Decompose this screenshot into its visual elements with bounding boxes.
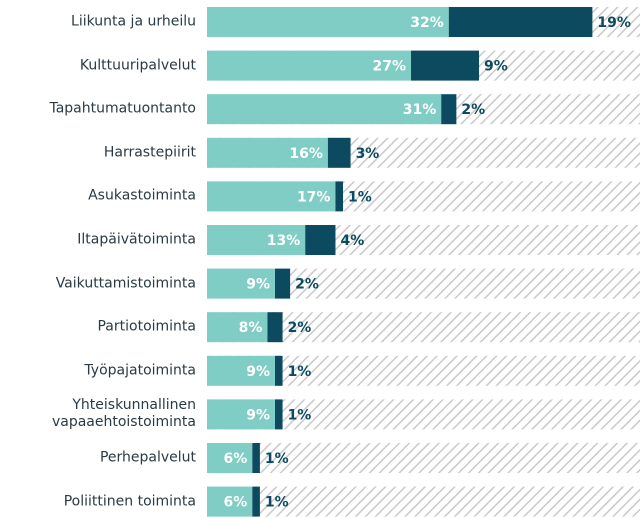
value-label: 1% [288, 364, 312, 380]
category-label: Tapahtumatuontanto [49, 100, 196, 117]
bar-segment [335, 181, 344, 212]
value-label: 9% [246, 277, 270, 293]
value-label: 27% [373, 59, 407, 75]
value-label: 31% [403, 102, 437, 118]
bar-segment [252, 443, 260, 473]
bar-segment [327, 137, 351, 168]
bar-background [207, 443, 640, 473]
category-label: Kulttuuripalvelut [79, 57, 196, 74]
value-label: 32% [410, 15, 444, 31]
value-label: 6% [224, 495, 248, 511]
bar-segment [275, 355, 283, 386]
bar-segment [207, 399, 276, 430]
value-label: 9% [246, 407, 270, 423]
category-label: Perhepalvelut [99, 449, 196, 466]
value-label: 3% [356, 146, 380, 162]
value-label: 6% [224, 451, 248, 467]
bar-segment [411, 50, 480, 81]
bar-segment [207, 7, 449, 37]
category-label: Partiotoiminta [97, 318, 196, 335]
bar-segment [207, 181, 336, 212]
bar-segment [207, 225, 306, 255]
value-label: 9% [484, 59, 508, 75]
bar-segment [275, 268, 291, 299]
bar-segment [207, 355, 276, 386]
value-label: 19% [597, 15, 631, 31]
value-label: 17% [297, 189, 331, 205]
bar-segment [207, 94, 442, 125]
bar-segment [207, 137, 328, 168]
bar-segment [267, 312, 283, 343]
value-label: 1% [265, 495, 289, 511]
category-label: Poliittinen toiminta [63, 493, 196, 510]
value-label: 16% [289, 146, 323, 162]
value-label: 2% [288, 320, 312, 336]
value-label: 4% [340, 233, 364, 249]
value-label: 1% [348, 189, 372, 205]
bar-segment [207, 312, 268, 343]
category-label: Harrastepiirit [103, 144, 196, 161]
value-label: 8% [239, 320, 263, 336]
category-label: Iltapäivätoiminta [77, 231, 196, 248]
category-label: Työpajatoiminta [84, 362, 196, 379]
bar-segment [207, 50, 412, 81]
bar-segment [275, 399, 283, 430]
value-label: 13% [267, 233, 301, 249]
category-label: Yhteiskunnallinen vapaaehtoistoiminta [51, 397, 196, 431]
value-label: 9% [246, 364, 270, 380]
category-label: Asukastoiminta [88, 187, 196, 204]
bar-segment [252, 486, 260, 517]
category-label: Liikunta ja urheilu [71, 13, 196, 30]
bar-segment [448, 7, 593, 37]
value-label: 2% [461, 102, 485, 118]
bar-segment [305, 225, 336, 255]
value-label: 1% [288, 407, 312, 423]
value-label: 2% [295, 277, 319, 293]
value-label: 1% [265, 451, 289, 467]
bar-segment [207, 486, 253, 517]
bar-segment [441, 94, 457, 125]
bar-background [207, 486, 640, 517]
bar-segment [207, 443, 253, 473]
bar-segment [207, 268, 276, 299]
category-label: Vaikuttamistoiminta [55, 275, 196, 292]
